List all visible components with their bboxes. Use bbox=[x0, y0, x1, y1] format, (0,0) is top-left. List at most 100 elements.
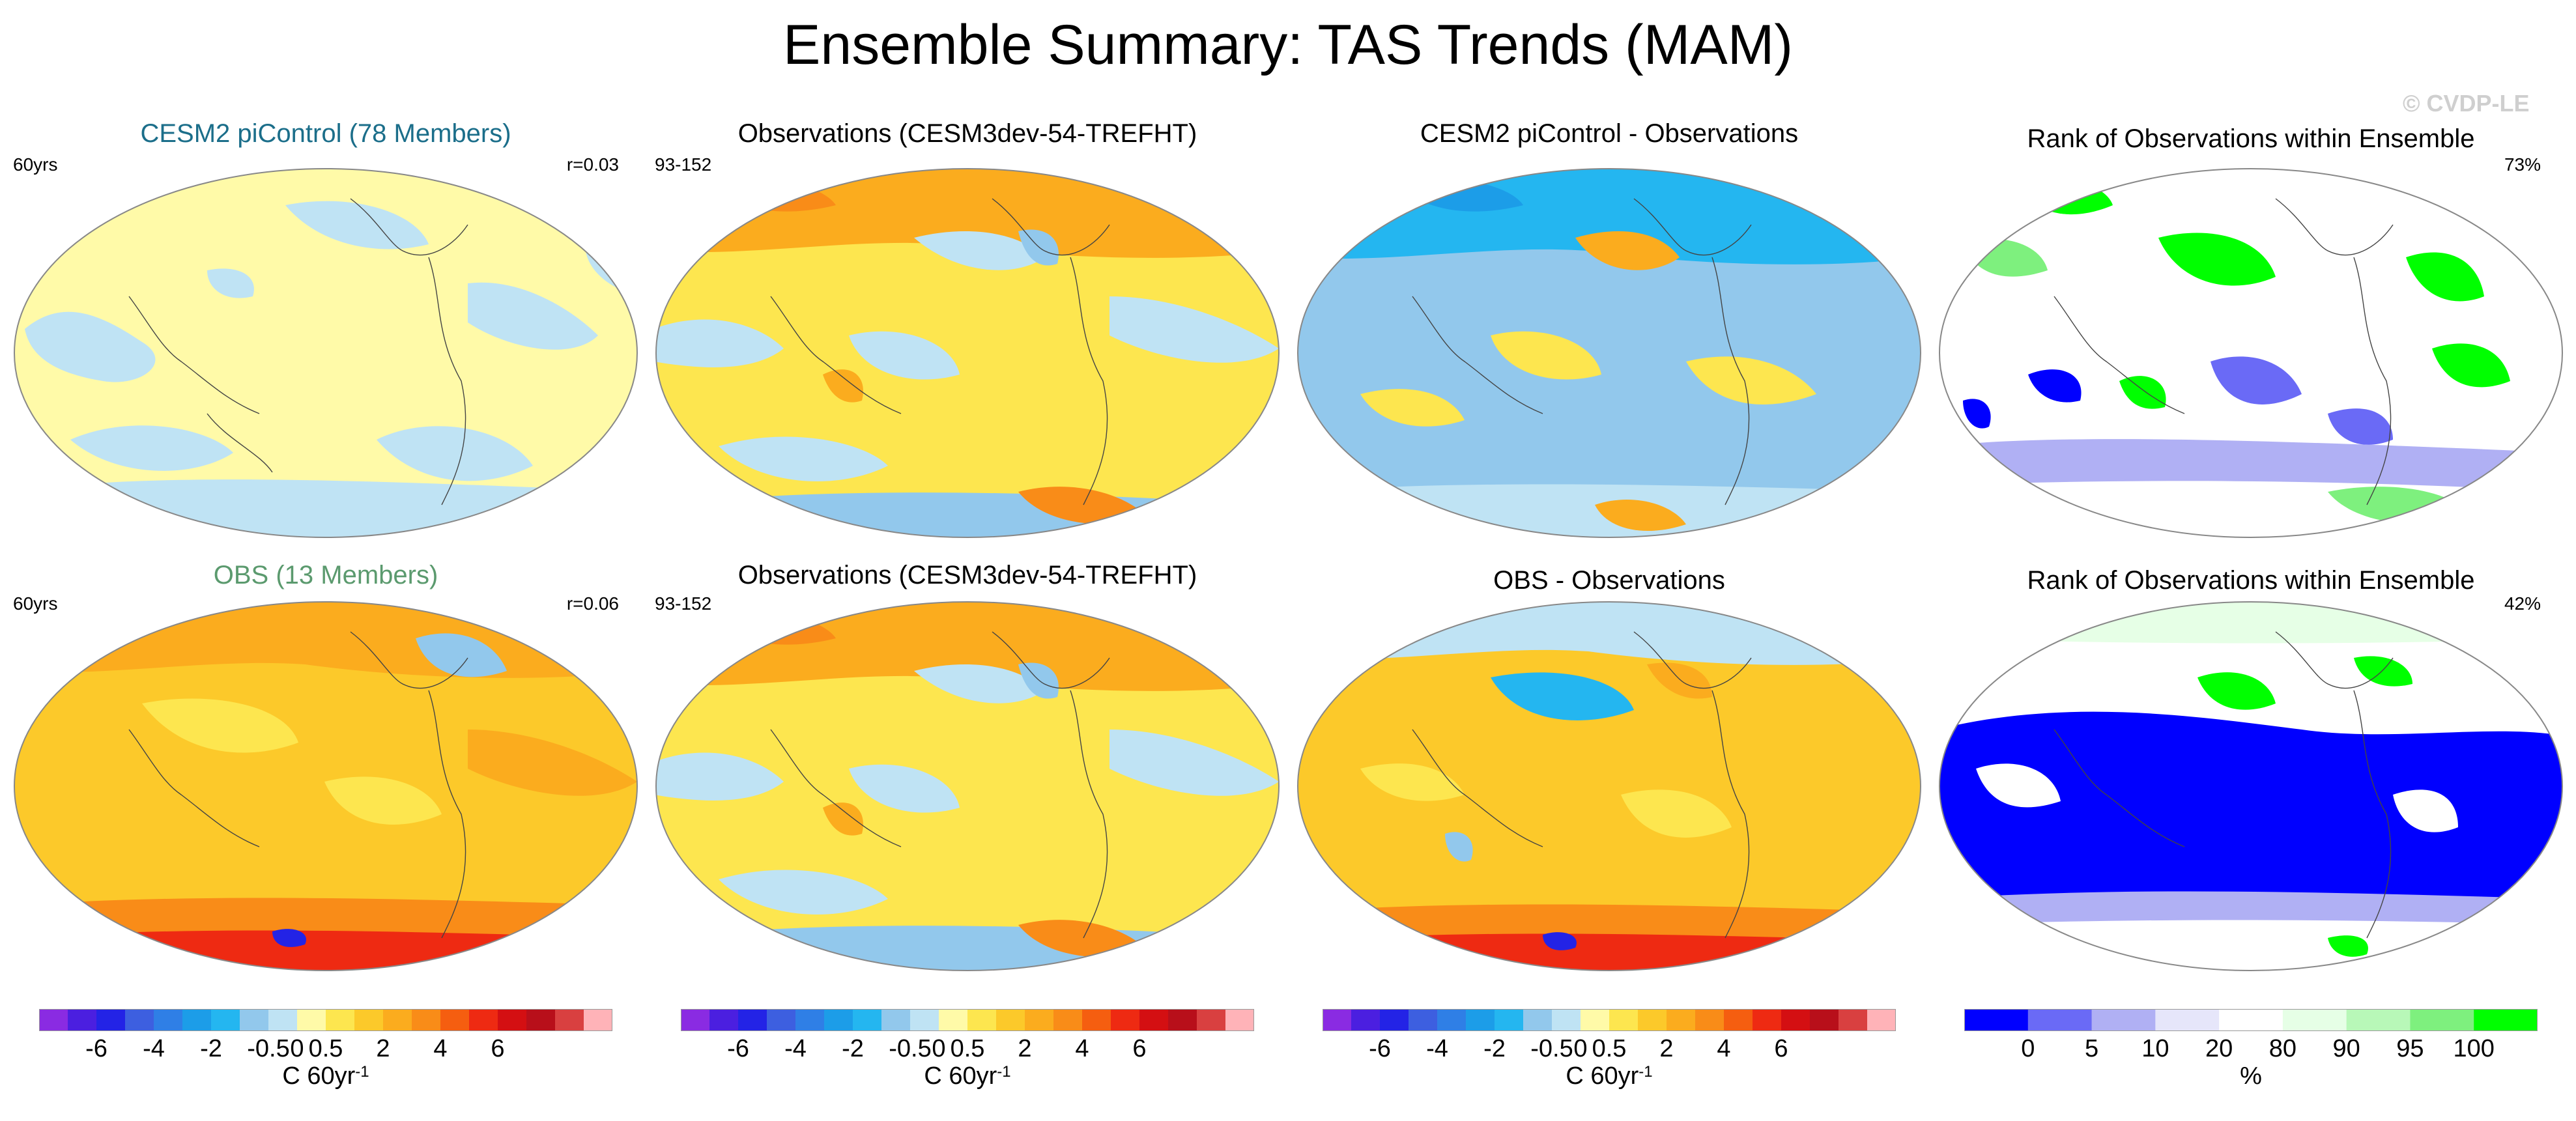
colorbar-2-swatch bbox=[767, 1009, 796, 1031]
colorbar-1-tick: 4 bbox=[433, 1035, 448, 1062]
colorbar-3-tick: 4 bbox=[1717, 1035, 1731, 1062]
panel-left-label-r1c2: 93-152 bbox=[655, 154, 712, 175]
colorbar-3-swatch bbox=[1839, 1009, 1868, 1031]
colorbar-1-tick: -6 bbox=[85, 1035, 107, 1062]
colorbar-1-swatch bbox=[154, 1009, 183, 1031]
colorbar-3-tick: -0.5 bbox=[1530, 1035, 1573, 1062]
colorbar-4-tick: 5 bbox=[2084, 1035, 2099, 1062]
colorbar-4-tick: 100 bbox=[2453, 1035, 2495, 1062]
main-title: Ensemble Summary: TAS Trends (MAM) bbox=[783, 14, 1793, 76]
colorbar-3-swatch bbox=[1495, 1009, 1524, 1031]
colorbar-2-tick: -0.5 bbox=[889, 1035, 932, 1062]
colorbar-4 bbox=[1964, 1009, 2538, 1031]
colorbar-3-swatch bbox=[1638, 1009, 1667, 1031]
colorbar-2-swatch bbox=[967, 1009, 997, 1031]
colorbar-2-swatch bbox=[1168, 1009, 1197, 1031]
colorbar-4-swatch bbox=[2155, 1009, 2220, 1031]
colorbar-1-swatch bbox=[469, 1009, 498, 1031]
panel-title-r2c4: Rank of Observations within Ensemble bbox=[2027, 566, 2475, 595]
colorbar-2-swatch bbox=[1053, 1009, 1083, 1031]
colorbar-1-swatch bbox=[584, 1009, 612, 1031]
colorbar-4-swatch bbox=[2091, 1009, 2156, 1031]
colorbar-1-swatch bbox=[39, 1009, 68, 1031]
colorbar-3-swatch bbox=[1609, 1009, 1639, 1031]
panel-right-label-r2c4: 42% bbox=[2504, 593, 2541, 614]
colorbar-3-swatch bbox=[1351, 1009, 1381, 1031]
colorbar-4-units-base: % bbox=[2240, 1062, 2262, 1090]
colorbar-3-units-base: C 60yr bbox=[1566, 1062, 1639, 1090]
panel-title-r2c1: OBS (13 Members) bbox=[213, 561, 438, 589]
colorbar-1-swatch bbox=[526, 1009, 556, 1031]
panel-left-label-r1c1: 60yrs bbox=[13, 154, 58, 175]
colorbar-3-swatch bbox=[1409, 1009, 1438, 1031]
map-r2c1 bbox=[14, 601, 638, 971]
colorbar-4-tick: 20 bbox=[2205, 1035, 2233, 1062]
colorbar-2-tick: -4 bbox=[784, 1035, 807, 1062]
colorbar-1-swatch bbox=[68, 1009, 97, 1031]
colorbar-2-swatch bbox=[939, 1009, 968, 1031]
colorbar-3-swatch bbox=[1724, 1009, 1753, 1031]
colorbar-1-swatch bbox=[326, 1009, 355, 1031]
colorbar-4-tick: 80 bbox=[2268, 1035, 2297, 1062]
colorbar-1-outline bbox=[39, 1009, 612, 1031]
colorbar-2-swatch bbox=[738, 1009, 767, 1031]
colorbar-2-swatch bbox=[795, 1009, 825, 1031]
colorbar-2-swatch bbox=[853, 1009, 882, 1031]
colorbar-2-tick: 6 bbox=[1132, 1035, 1147, 1062]
panel-left-label-r2c1: 60yrs bbox=[13, 593, 58, 614]
panel-title-r2c2: Observations (CESM3dev-54-TREFHT) bbox=[737, 561, 1197, 589]
colorbar-1-swatch bbox=[297, 1009, 326, 1031]
colorbar-1-swatch bbox=[412, 1009, 441, 1031]
panel-right-label-r1c1: r=0.03 bbox=[566, 154, 619, 175]
colorbar-2-tick: 0 bbox=[932, 1035, 946, 1062]
panel-title-r1c3: CESM2 piControl - Observations bbox=[1420, 119, 1799, 148]
colorbar-2-swatch bbox=[910, 1009, 939, 1031]
colorbar-3-swatch bbox=[1810, 1009, 1839, 1031]
colorbar-1-tick: 2 bbox=[376, 1035, 390, 1062]
colorbar-1-swatch bbox=[440, 1009, 470, 1031]
colorbar-2-swatch bbox=[881, 1009, 911, 1031]
colorbar-3-tick: -4 bbox=[1426, 1035, 1448, 1062]
colorbar-1-units-exp: -1 bbox=[355, 1063, 369, 1081]
colorbar-4-tick: 10 bbox=[2141, 1035, 2169, 1062]
colorbar-1-tick: 0.5 bbox=[308, 1035, 343, 1062]
colorbar-2-tick: -6 bbox=[727, 1035, 749, 1062]
colorbar-3-swatch bbox=[1323, 1009, 1352, 1031]
colorbar-1-swatch bbox=[182, 1009, 212, 1031]
colorbar-3-units-exp: -1 bbox=[1639, 1063, 1653, 1081]
colorbar-1-swatch bbox=[498, 1009, 527, 1031]
colorbar-4-swatch bbox=[2474, 1009, 2538, 1031]
colorbar-3-swatch bbox=[1581, 1009, 1610, 1031]
map-r1c2 bbox=[655, 168, 1280, 538]
colorbar-1-swatch bbox=[354, 1009, 384, 1031]
colorbar-2-swatch bbox=[709, 1009, 739, 1031]
colorbar-1-swatch bbox=[125, 1009, 154, 1031]
colorbar-2-tick: 2 bbox=[1018, 1035, 1032, 1062]
colorbar-2-tick: 4 bbox=[1075, 1035, 1089, 1062]
colorbar-3-outline bbox=[1323, 1009, 1896, 1031]
colorbar-3-tick: 0.5 bbox=[1592, 1035, 1627, 1062]
colorbar-4-swatch bbox=[2282, 1009, 2347, 1031]
panel-right-label-r1c4: 73% bbox=[2504, 154, 2541, 175]
colorbar-3 bbox=[1323, 1009, 1896, 1031]
colorbar-4-tick: 90 bbox=[2332, 1035, 2360, 1062]
panel-title-r1c2: Observations (CESM3dev-54-TREFHT) bbox=[737, 119, 1197, 148]
colorbar-2-swatch bbox=[1025, 1009, 1054, 1031]
map-r1c1 bbox=[14, 168, 638, 538]
colorbar-2-units-exp: -1 bbox=[997, 1063, 1011, 1081]
colorbar-3-tick: 6 bbox=[1774, 1035, 1788, 1062]
colorbar-3-swatch bbox=[1753, 1009, 1782, 1031]
panel-left-label-r2c2: 93-152 bbox=[655, 593, 712, 614]
colorbar-2-swatch bbox=[824, 1009, 853, 1031]
colorbar-4-tick: 0 bbox=[2021, 1035, 2035, 1062]
colorbar-4-swatch bbox=[1964, 1009, 2029, 1031]
map-r2c3 bbox=[1297, 601, 1921, 971]
colorbar-1 bbox=[39, 1009, 612, 1031]
colorbar-1-tick: 0 bbox=[290, 1035, 304, 1062]
colorbar-2-swatch bbox=[1139, 1009, 1169, 1031]
panel-right-label-r2c1: r=0.06 bbox=[566, 593, 619, 614]
colorbar-2-units: C 60yr-1 bbox=[924, 1062, 1010, 1090]
colorbar-1-units: C 60yr-1 bbox=[282, 1062, 369, 1090]
colorbar-1-tick: -4 bbox=[143, 1035, 165, 1062]
colorbar-1-swatch bbox=[268, 1009, 298, 1031]
